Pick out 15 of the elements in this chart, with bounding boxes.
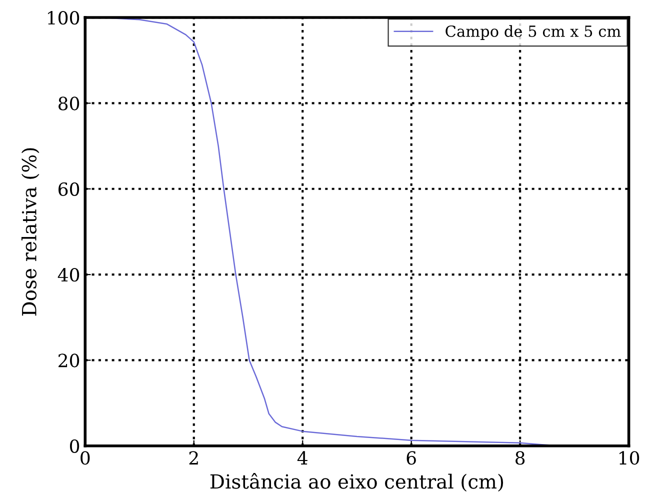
- y-tick-label: 60: [58, 182, 80, 196]
- y-tick-label: 100: [48, 10, 80, 25]
- x-tick-label: 0: [80, 451, 90, 465]
- y-tick-label: 40: [58, 268, 80, 282]
- x-tick-label: 10: [620, 451, 640, 465]
- x-tick-label: 4: [297, 451, 308, 464]
- y-axis-title: Dose relativa (%): [21, 148, 40, 316]
- x-tick-label: 6: [406, 451, 416, 465]
- y-tick-label: 0: [70, 439, 80, 454]
- y-tick-label: 20: [58, 354, 80, 368]
- x-tick-label: 8: [516, 451, 525, 465]
- x-axis-title: Distância ao eixo central (cm): [210, 473, 504, 492]
- x-tick-label: 2: [189, 451, 198, 464]
- y-tick-label: 80: [58, 96, 80, 110]
- legend-label: Campo de 5 cm x 5 cm: [446, 25, 621, 40]
